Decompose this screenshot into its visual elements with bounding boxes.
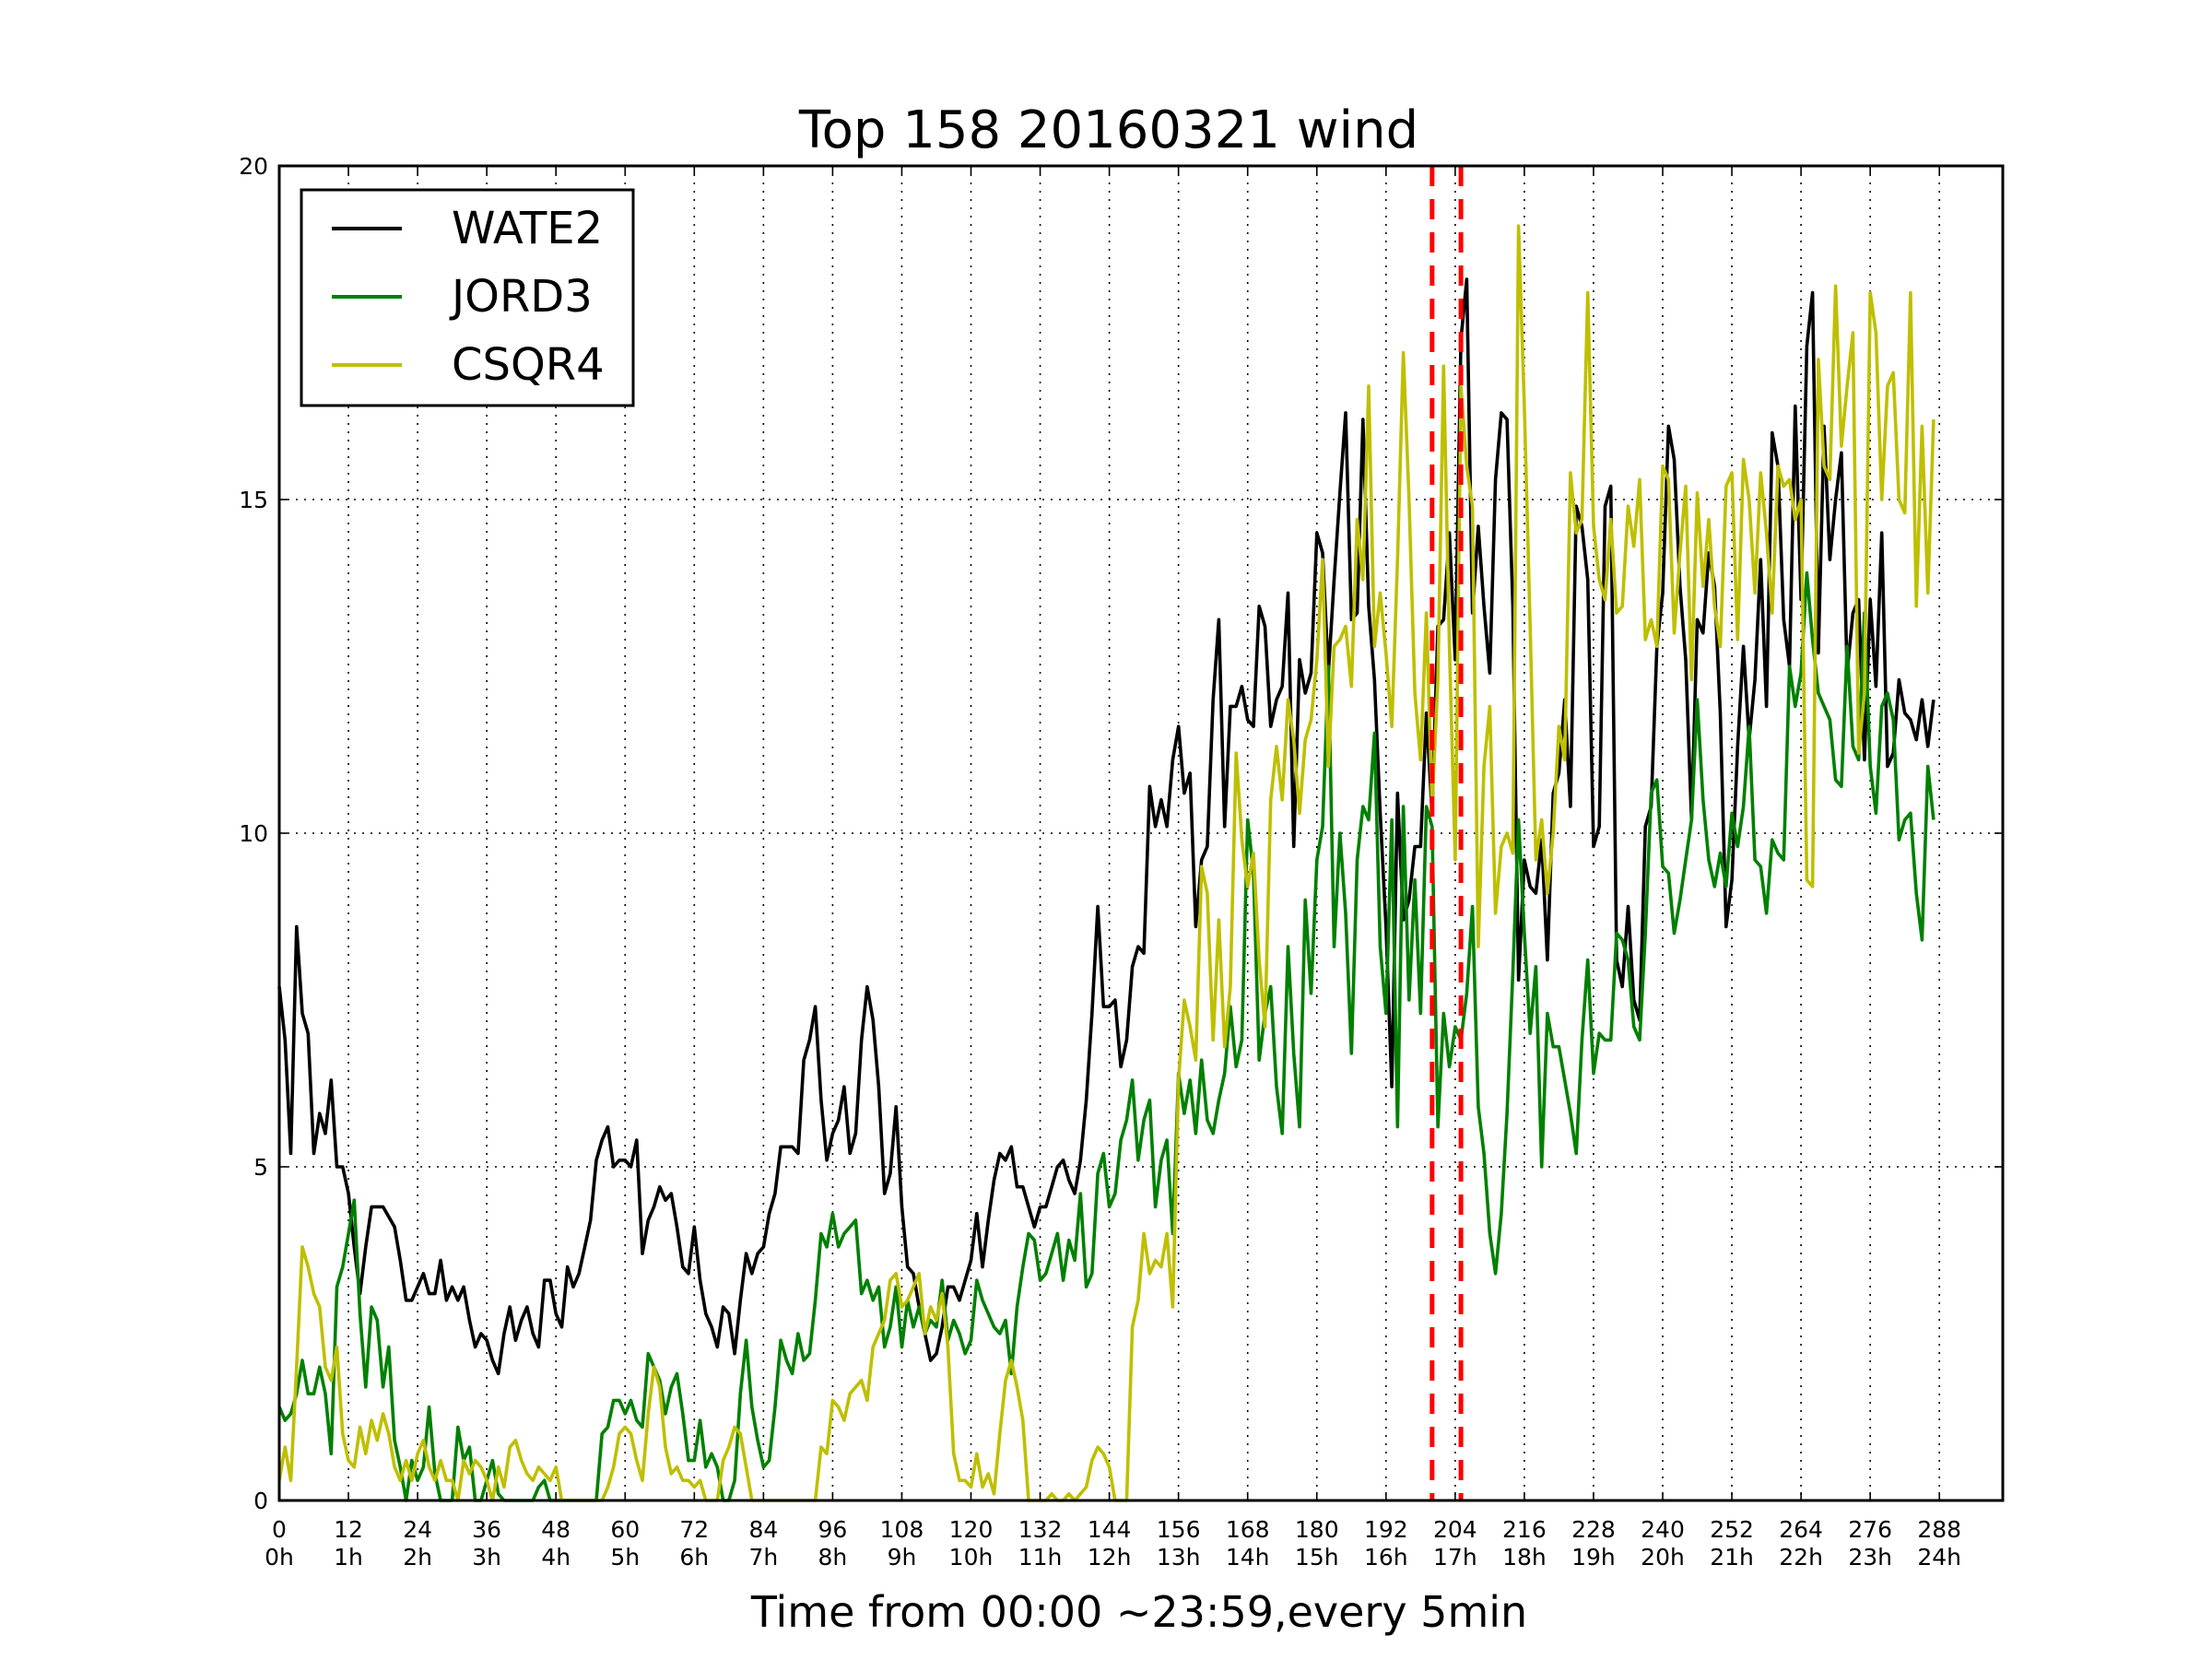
x-tick-label: 192 <box>1364 1516 1408 1543</box>
x-tick-label: 12 <box>334 1516 363 1543</box>
x-tick-label-hour: 24h <box>1917 1544 1961 1571</box>
x-tick-label-hour: 1h <box>334 1544 363 1571</box>
x-tick-label: 168 <box>1226 1516 1270 1543</box>
x-tick-label: 0 <box>272 1516 287 1543</box>
x-tick-label-hour: 18h <box>1502 1544 1547 1571</box>
x-tick-label: 276 <box>1848 1516 1892 1543</box>
x-tick-label: 288 <box>1917 1516 1961 1543</box>
series-line-wate2 <box>277 277 1936 1376</box>
x-tick-label: 72 <box>679 1516 709 1543</box>
x-tick-label: 252 <box>1710 1516 1754 1543</box>
x-tick-label-hour: 0h <box>265 1544 294 1571</box>
x-tick-label-hour: 11h <box>1018 1544 1063 1571</box>
x-tick-label: 144 <box>1088 1516 1132 1543</box>
x-tick-label: 228 <box>1571 1516 1616 1543</box>
x-tick-label: 84 <box>748 1516 778 1543</box>
x-tick-label-hour: 23h <box>1848 1544 1892 1571</box>
x-tick-label-hour: 15h <box>1295 1544 1339 1571</box>
x-tick-label-hour: 21h <box>1710 1544 1754 1571</box>
y-tick-label: 5 <box>253 1154 268 1181</box>
x-tick-label-hour: 19h <box>1571 1544 1616 1571</box>
legend-label: WATE2 <box>452 203 603 254</box>
x-tick-label-hour: 8h <box>818 1544 848 1571</box>
x-tick-label: 216 <box>1502 1516 1547 1543</box>
x-tick-label: 60 <box>610 1516 640 1543</box>
x-tick-label: 36 <box>472 1516 501 1543</box>
x-tick-label-hour: 22h <box>1779 1544 1823 1571</box>
axis-ticks: 00h121h242h363h484h605h726h847h968h1089h… <box>239 153 2003 1571</box>
x-tick-label-hour: 13h <box>1157 1544 1201 1571</box>
x-tick-label-hour: 2h <box>403 1544 432 1571</box>
x-tick-label: 48 <box>541 1516 571 1543</box>
x-tick-label-hour: 3h <box>472 1544 501 1571</box>
x-tick-label-hour: 16h <box>1364 1544 1408 1571</box>
series-line-csqr4 <box>277 224 1936 1502</box>
x-tick-label-hour: 4h <box>541 1544 571 1571</box>
x-tick-label: 264 <box>1779 1516 1823 1543</box>
x-tick-label-hour: 20h <box>1641 1544 1685 1571</box>
legend-label: CSQR4 <box>452 339 605 391</box>
x-tick-label: 108 <box>880 1516 924 1543</box>
x-tick-label: 132 <box>1018 1516 1063 1543</box>
chart-title: Top 158 20160321 wind <box>798 100 1418 160</box>
x-tick-label: 240 <box>1641 1516 1685 1543</box>
y-tick-label: 0 <box>253 1488 268 1514</box>
series-lines <box>277 224 1936 1502</box>
grid-lines <box>279 166 2003 1500</box>
x-tick-label: 24 <box>403 1516 432 1543</box>
x-tick-label-hour: 7h <box>748 1544 778 1571</box>
y-tick-label: 20 <box>239 153 268 180</box>
y-tick-label: 15 <box>239 487 268 513</box>
x-tick-label-hour: 12h <box>1088 1544 1132 1571</box>
legend-label: JORD3 <box>449 271 593 323</box>
event-markers <box>1430 166 1464 1500</box>
x-tick-label-hour: 10h <box>949 1544 994 1571</box>
x-tick-label-hour: 14h <box>1226 1544 1270 1571</box>
y-tick-label: 10 <box>239 820 268 847</box>
x-tick-label-hour: 17h <box>1433 1544 1477 1571</box>
series-line-jord3 <box>277 571 1936 1502</box>
x-tick-label: 204 <box>1433 1516 1477 1543</box>
x-tick-label-hour: 9h <box>888 1544 917 1571</box>
x-tick-label: 180 <box>1295 1516 1339 1543</box>
x-tick-label: 96 <box>818 1516 847 1543</box>
x-axis-label: Time from 00:00 ~23:59,every 5min <box>750 1587 1527 1637</box>
legend: WATE2 JORD3 CSQR4 <box>300 188 635 407</box>
x-tick-label: 156 <box>1157 1516 1201 1543</box>
x-tick-label: 120 <box>949 1516 994 1543</box>
x-tick-label-hour: 6h <box>679 1544 709 1571</box>
x-tick-label-hour: 5h <box>610 1544 640 1571</box>
